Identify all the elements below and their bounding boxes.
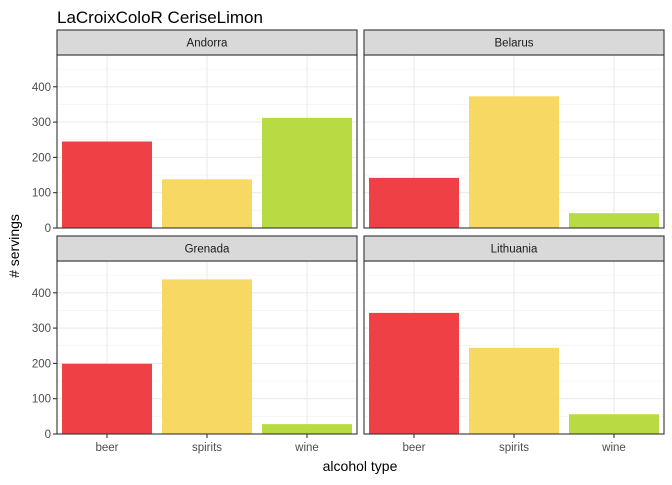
facet-strip [363,29,665,56]
x-tick-label-spirits: spirits [499,442,529,454]
facet-label-lithuania: Lithuania [491,244,538,256]
bar-andorra-wine [262,117,352,228]
facet-strip [56,29,358,56]
facet-andorra: Andorra 0 100 200 300 400 [32,29,358,235]
x-tick-label-wine: wine [601,442,626,454]
facet-belarus: Belarus [363,29,665,229]
bar-lithuania-spirits [469,347,559,434]
bar-grenada-beer [62,363,152,434]
y-axis-title: # servings [6,214,22,278]
bar-grenada-spirits [162,279,252,434]
facet-panels: Andorra 0 100 200 300 400 Belarus Grenada 0 100 20… [32,29,665,454]
x-tick-label-beer: beer [402,442,425,454]
facet-strip [56,235,358,262]
facet-grenada: Grenada 0 100 200 300 400 beer spirits wine [32,235,358,454]
bar-lithuania-wine [569,414,659,434]
chart-title: LaCroixColoR CeriseLimon [57,8,263,27]
y-tick-label: 0 [45,223,51,235]
facet-label-belarus: Belarus [495,38,534,50]
facet-label-grenada: Grenada [185,244,230,256]
bar-andorra-beer [62,141,152,228]
y-tick-label: 300 [32,323,51,335]
bar-belarus-wine [569,213,659,228]
y-tick-label: 400 [32,288,51,300]
y-tick-label: 400 [32,82,51,94]
x-tick-label-wine: wine [294,442,319,454]
facet-lithuania: Lithuania beer spirits wine [363,235,665,454]
bar-grenada-wine [262,424,352,434]
bar-belarus-spirits [469,96,559,228]
y-tick-label: 100 [32,188,51,200]
y-tick-label: 200 [32,152,51,164]
x-axis-title: alcohol type [323,458,398,474]
y-tick-label: 200 [32,358,51,370]
y-tick-label: 300 [32,117,51,129]
bar-lithuania-beer [369,312,459,434]
x-tick-label-beer: beer [95,442,118,454]
x-tick-label-spirits: spirits [192,442,222,454]
facet-strip [363,235,665,262]
y-tick-label: 0 [45,429,51,441]
bar-andorra-spirits [162,179,252,228]
bar-belarus-beer [369,177,459,228]
facet-label-andorra: Andorra [187,38,229,50]
y-tick-label: 100 [32,394,51,406]
